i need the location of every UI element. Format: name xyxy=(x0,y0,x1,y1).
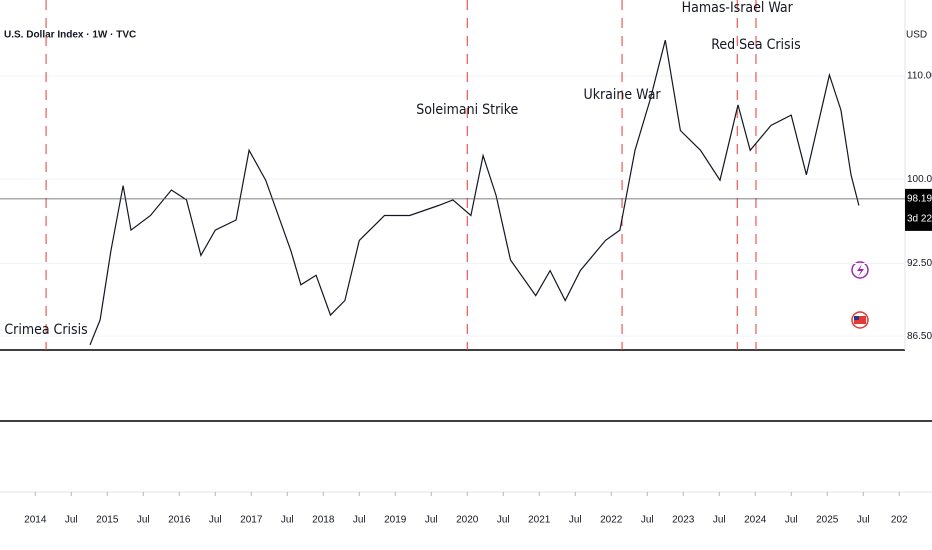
x-tick-label: 2016 xyxy=(168,515,191,526)
x-tick-label: Jul xyxy=(785,515,798,526)
x-tick-label: 2015 xyxy=(96,515,119,526)
icon-flag-canton[interactable] xyxy=(854,316,859,320)
last-price-box xyxy=(905,188,932,231)
y-tick-label: 86.500 xyxy=(907,331,932,342)
x-tick-label: Jul xyxy=(425,515,438,526)
last-price-label: 98.195 xyxy=(907,194,932,205)
event-label: Red Sea Crisis xyxy=(711,37,800,53)
x-tick-label: Jul xyxy=(65,515,78,526)
icon-bolt[interactable] xyxy=(857,264,864,277)
x-tick-label: Jul xyxy=(353,515,366,526)
x-tick-label: 2022 xyxy=(600,515,623,526)
event-label: Crimea Crisis xyxy=(4,322,87,338)
x-tick-label: Jul xyxy=(281,515,294,526)
x-tick-label: 2019 xyxy=(384,515,407,526)
x-tick-label: Jul xyxy=(209,515,222,526)
x-tick-label: 2017 xyxy=(240,515,263,526)
event-label: Ukraine War xyxy=(583,87,661,103)
x-tick-label: Jul xyxy=(641,515,654,526)
x-tick-label: Jul xyxy=(857,515,870,526)
y-tick-label: 110.000 xyxy=(907,71,932,82)
icon-flag[interactable] xyxy=(854,316,866,324)
x-tick-label: 2024 xyxy=(744,515,767,526)
x-tick-label: 2014 xyxy=(24,515,47,526)
symbol-title: U.S. Dollar Index · 1W · TVC xyxy=(4,30,136,41)
x-tick-label: Jul xyxy=(713,515,726,526)
y-tick-label: 100.000 xyxy=(907,174,932,185)
x-tick-label: 202 xyxy=(891,515,908,526)
x-tick-label: 2020 xyxy=(456,515,479,526)
x-tick-label: 2023 xyxy=(672,515,695,526)
x-tick-label: Jul xyxy=(569,515,582,526)
x-tick-label: 2018 xyxy=(312,515,335,526)
x-tick-label: Jul xyxy=(497,515,510,526)
x-tick-label: 2025 xyxy=(816,515,839,526)
countdown-label: 3d 22h xyxy=(907,214,932,225)
event-label: Hamas-Israel War xyxy=(682,0,794,16)
y-tick-label: 92.500 xyxy=(907,258,932,269)
event-label: Soleimani Strike xyxy=(416,102,518,118)
flag-icon[interactable] xyxy=(851,311,869,329)
price-line xyxy=(89,40,860,346)
event-icon[interactable] xyxy=(851,261,869,279)
x-tick-label: Jul xyxy=(137,515,150,526)
x-tick-label: 2021 xyxy=(528,515,551,526)
currency: USD xyxy=(906,30,927,41)
